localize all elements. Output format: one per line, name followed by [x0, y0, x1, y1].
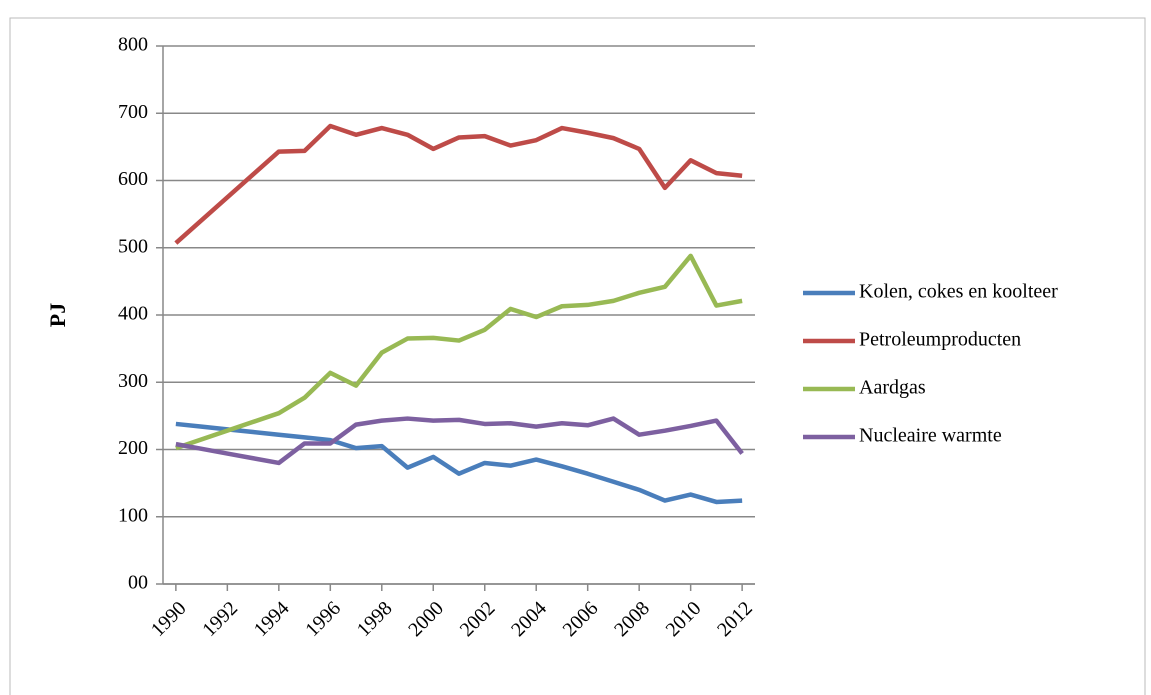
y-tick-label: 100: [118, 504, 148, 526]
x-tick-label: 2004: [507, 597, 551, 641]
x-tick-label: 2008: [610, 597, 654, 641]
series-line: [175, 421, 743, 505]
y-tick-label: 700: [118, 101, 148, 123]
y-tick-label: 600: [118, 168, 148, 190]
legend-label: Petroleumproducten: [859, 329, 1021, 351]
x-tick-label: 2000: [404, 597, 448, 641]
y-tick-label: 300: [118, 370, 148, 392]
x-tick-label: 1990: [147, 597, 191, 641]
y-axis-label: PJ: [45, 303, 70, 327]
x-tick-label: 2006: [559, 597, 603, 641]
y-tick-label: 200: [118, 437, 148, 459]
legend-label: Nucleaire warmte: [859, 425, 1002, 447]
x-tick-label: 1998: [353, 597, 397, 641]
x-tick-label: 2012: [713, 597, 757, 641]
x-tick-label: 2010: [662, 597, 706, 641]
y-tick-label: 00: [128, 572, 148, 594]
legend-label: Kolen, cokes en koolteer: [859, 281, 1058, 303]
series-line: [175, 416, 744, 466]
y-tick-label: 500: [118, 235, 148, 257]
series-line: [175, 253, 743, 451]
y-tick-label: 400: [118, 303, 148, 325]
x-tick-label: 1994: [250, 597, 294, 641]
legend-label: Aardgas: [859, 377, 926, 399]
series-line: [174, 123, 743, 245]
x-tick-label: 2002: [456, 597, 500, 641]
frame: [9, 17, 1146, 695]
y-tick-label: 800: [118, 34, 148, 56]
x-tick-label: 1992: [198, 597, 242, 641]
x-tick-label: 1996: [301, 597, 345, 641]
